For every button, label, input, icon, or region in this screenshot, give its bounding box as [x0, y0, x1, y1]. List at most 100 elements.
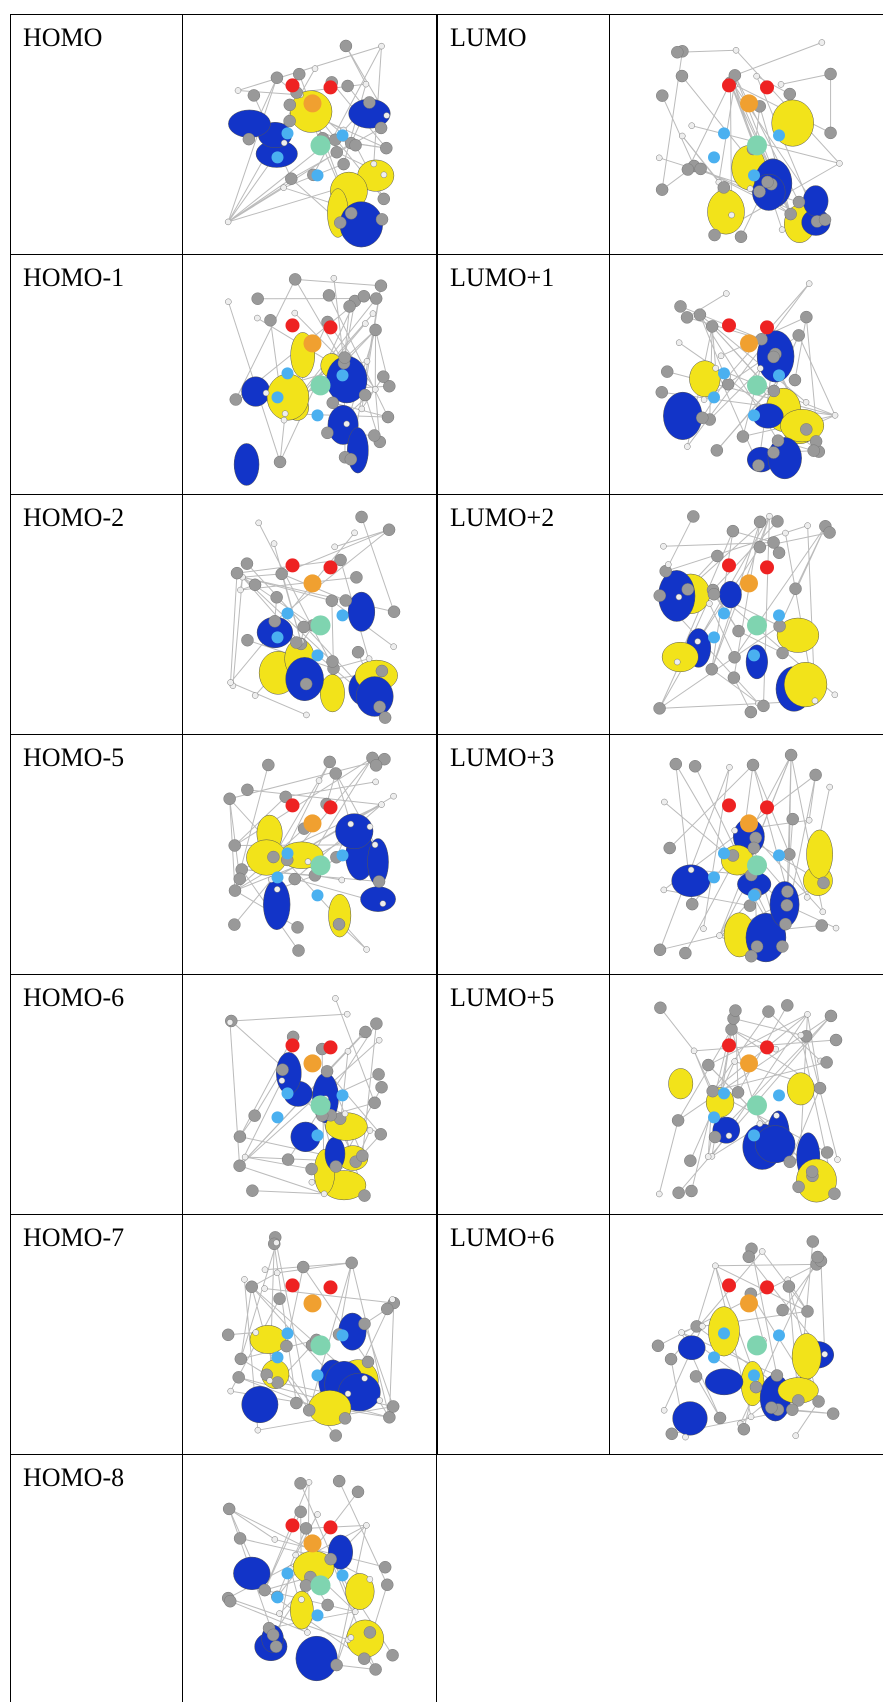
orbital-image [200, 1460, 425, 1688]
atom [787, 813, 799, 825]
atom [696, 412, 708, 424]
bond [231, 573, 237, 682]
atom [280, 1340, 292, 1352]
atom [356, 1150, 368, 1162]
atom [373, 779, 379, 785]
atom [786, 1404, 798, 1416]
atom [748, 1369, 760, 1381]
orbital-lobe [663, 392, 702, 440]
atom [760, 80, 774, 94]
atom [383, 1411, 395, 1423]
orbital-image [627, 20, 871, 248]
atom [311, 855, 331, 875]
atom [708, 871, 720, 883]
atom [654, 590, 666, 602]
atom [331, 1659, 343, 1671]
atom [345, 1048, 351, 1054]
atom [379, 802, 385, 808]
atom [359, 1318, 371, 1330]
orbital-lobe [347, 428, 368, 474]
atom [321, 1191, 327, 1197]
atom [748, 1414, 754, 1420]
atom [312, 1129, 324, 1141]
atom [234, 1160, 246, 1172]
atom [718, 367, 730, 379]
atom [337, 369, 349, 381]
atom [312, 1369, 324, 1381]
atom [711, 444, 723, 456]
orbital-image [627, 740, 871, 968]
atom [777, 1304, 789, 1316]
atom [369, 1097, 381, 1109]
atom [654, 702, 666, 714]
atom [379, 1561, 391, 1573]
atom [345, 453, 357, 465]
atom [381, 1579, 393, 1591]
atom [311, 375, 331, 395]
atom [312, 66, 318, 72]
atom [802, 1305, 814, 1317]
atom [738, 1423, 750, 1435]
atom [327, 397, 339, 409]
atom [828, 1188, 840, 1200]
atom [292, 310, 298, 316]
atom [312, 649, 324, 661]
atom [312, 409, 324, 421]
atom [224, 793, 236, 805]
atom [686, 898, 698, 910]
atom [805, 523, 811, 529]
atom [388, 606, 400, 618]
atom [352, 646, 364, 658]
atom [346, 1257, 358, 1269]
atom [687, 510, 699, 522]
atom [806, 817, 812, 823]
atom [252, 693, 258, 699]
atom [706, 663, 718, 675]
atom [337, 849, 349, 861]
orbital-lobe [803, 186, 828, 217]
atom [748, 1129, 760, 1141]
atom [281, 140, 287, 146]
atom [656, 155, 662, 161]
atom [286, 798, 300, 812]
atom [311, 1095, 331, 1115]
atom [781, 886, 793, 898]
atom [726, 764, 732, 770]
atom [709, 1131, 721, 1143]
orbital-lobe [784, 662, 827, 707]
atom [748, 842, 760, 854]
atom [272, 871, 284, 883]
atom [306, 1163, 318, 1175]
atom [757, 700, 769, 712]
atom [233, 1371, 245, 1383]
atom [782, 530, 788, 536]
atom [303, 712, 309, 718]
atom [284, 115, 296, 127]
atom [298, 621, 310, 633]
atom [304, 1629, 310, 1635]
atom [272, 151, 284, 163]
atom [282, 1567, 294, 1579]
atom [771, 515, 783, 527]
atom [364, 358, 370, 364]
atom [754, 73, 760, 79]
atom [708, 588, 720, 600]
atom [817, 877, 829, 889]
atom [372, 842, 378, 848]
atom [254, 315, 260, 321]
atom [344, 1011, 350, 1017]
atom [286, 1038, 300, 1052]
atom [798, 1032, 804, 1038]
atom [312, 169, 324, 181]
label-cell: HOMO-1 [10, 254, 182, 494]
atom [282, 1327, 294, 1339]
atom [740, 574, 758, 592]
atom [737, 431, 749, 443]
atom [304, 574, 322, 592]
atom [326, 595, 338, 607]
atom [665, 562, 671, 568]
atom [833, 925, 839, 931]
atom [235, 1353, 247, 1365]
atom [744, 900, 756, 912]
atom [370, 324, 382, 336]
